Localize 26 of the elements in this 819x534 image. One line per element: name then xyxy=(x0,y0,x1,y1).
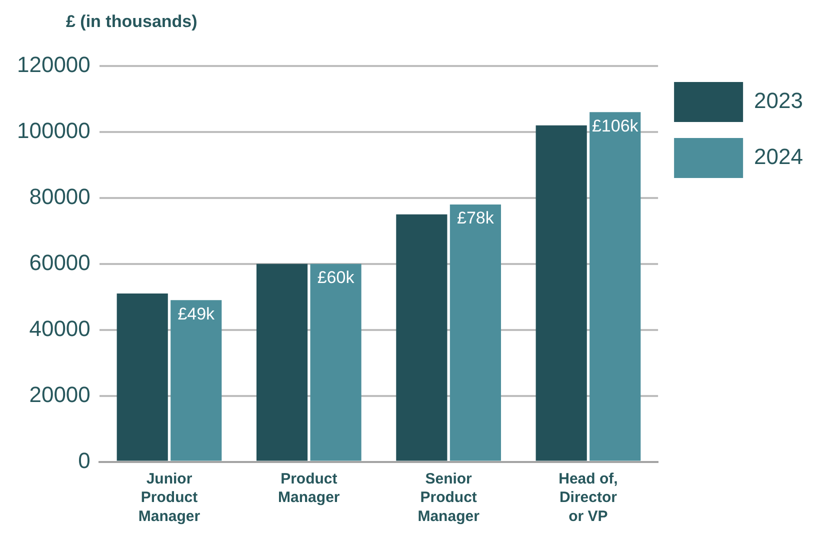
bar xyxy=(450,204,501,461)
legend-label: 2024 xyxy=(754,144,804,170)
bar xyxy=(310,264,362,461)
y-tick-label: 120000 xyxy=(16,52,90,78)
y-tick-label: 40000 xyxy=(29,316,90,341)
bar xyxy=(256,264,308,461)
y-tick-label: 20000 xyxy=(29,382,90,407)
x-tick-label: Senior Product Manager xyxy=(418,470,480,525)
data-label: £49k xyxy=(178,304,216,324)
data-label: £60k xyxy=(317,268,355,288)
bar xyxy=(170,300,222,461)
x-tick-label: Head of, Director or VP xyxy=(558,470,618,525)
bar xyxy=(116,294,168,461)
bar xyxy=(536,125,587,461)
y-tick-label: 0 xyxy=(78,448,90,473)
y-tick-label: 80000 xyxy=(29,184,90,209)
bar xyxy=(590,112,641,461)
data-label: £78k xyxy=(457,208,494,228)
y-tick-label: 100000 xyxy=(16,118,90,144)
y-axis-title: £ (in thousands) xyxy=(66,12,198,32)
y-tick-label: 60000 xyxy=(29,250,90,275)
x-tick-label: Junior Product Manager xyxy=(138,470,200,525)
legend-label: 2023 xyxy=(754,88,804,114)
bar xyxy=(396,214,448,461)
x-tick-label: Product Manager xyxy=(278,470,340,506)
data-label: £106k xyxy=(592,116,639,136)
